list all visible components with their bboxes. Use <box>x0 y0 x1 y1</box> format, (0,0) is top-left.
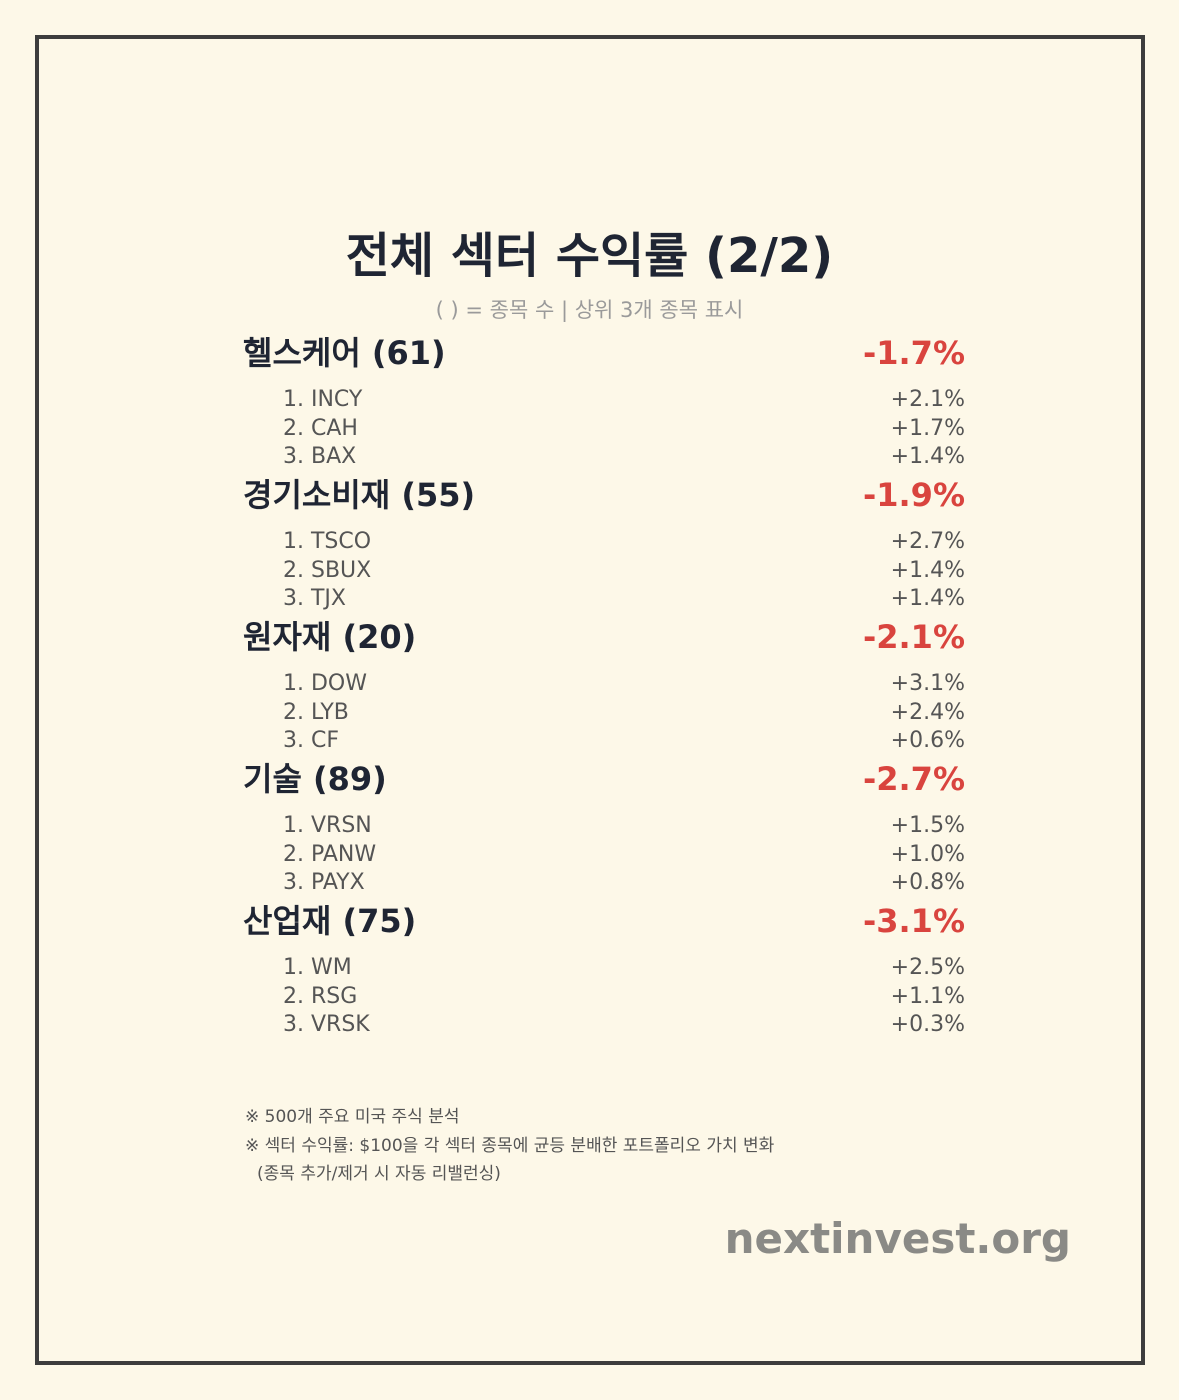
sector-return: -1.7% <box>862 334 965 372</box>
stock-label: 2. RSG <box>283 983 358 1009</box>
stock-return: +0.8% <box>890 870 965 895</box>
title: 전체 섹터 수익률 (2/2) <box>345 228 834 284</box>
stock-return: +0.6% <box>890 728 965 753</box>
stock-return: +1.1% <box>890 983 965 1009</box>
subtitle: ( ) = 종목 수 | 상위 3개 종목 표시 <box>435 298 744 322</box>
frame <box>35 35 1145 1365</box>
sector-name: 헬스케어 (61) <box>243 334 446 372</box>
sector-name: 원자재 (20) <box>243 618 417 656</box>
sector-return: -1.9% <box>862 476 965 514</box>
stock-return: +1.4% <box>890 586 965 611</box>
footnote: ※ 500개 주요 미국 주식 분석 <box>245 1107 460 1127</box>
stock-label: 3. PAYX <box>283 870 365 895</box>
stock-label: 3. BAX <box>283 444 357 469</box>
stock-return: +0.3% <box>890 1012 965 1037</box>
stock-label: 1. TSCO <box>283 529 372 554</box>
sector-name: 기술 (89) <box>243 760 387 798</box>
stock-return: +1.5% <box>890 813 965 838</box>
stock-label: 2. LYB <box>283 699 349 725</box>
stock-return: +2.5% <box>890 955 965 980</box>
stock-label: 1. WM <box>283 955 352 980</box>
footnote: (종목 추가/제거 시 자동 리밸런싱) <box>257 1164 501 1184</box>
stock-return: +2.7% <box>890 529 965 554</box>
stock-return: +2.4% <box>890 699 965 725</box>
sector-return: -2.7% <box>862 760 965 798</box>
stock-label: 2. CAH <box>283 415 358 441</box>
stock-return: +1.4% <box>890 444 965 469</box>
stock-label: 3. CF <box>283 728 339 753</box>
stock-return: +1.4% <box>890 557 965 583</box>
stock-label: 1. INCY <box>283 387 363 412</box>
stock-label: 1. DOW <box>283 671 367 696</box>
footnote: ※ 섹터 수익률: $100을 각 섹터 종목에 균등 분배한 포트폴리오 가치… <box>245 1135 775 1156</box>
stock-label: 2. PANW <box>283 841 377 867</box>
stock-label: 1. VRSN <box>283 813 372 838</box>
stock-label: 3. TJX <box>283 586 346 611</box>
stock-return: +2.1% <box>890 387 965 412</box>
sector-return: -3.1% <box>862 902 965 940</box>
sector-return: -2.1% <box>862 618 965 656</box>
stock-return: +1.7% <box>890 415 965 441</box>
stock-label: 3. VRSK <box>283 1012 370 1037</box>
sector-name: 산업재 (75) <box>243 902 417 940</box>
stock-return: +3.1% <box>890 671 965 696</box>
sector-name: 경기소비재 (55) <box>243 476 476 514</box>
stock-return: +1.0% <box>890 841 965 867</box>
stock-label: 2. SBUX <box>283 557 372 583</box>
brand: nextinvest.org <box>724 1214 1071 1263</box>
